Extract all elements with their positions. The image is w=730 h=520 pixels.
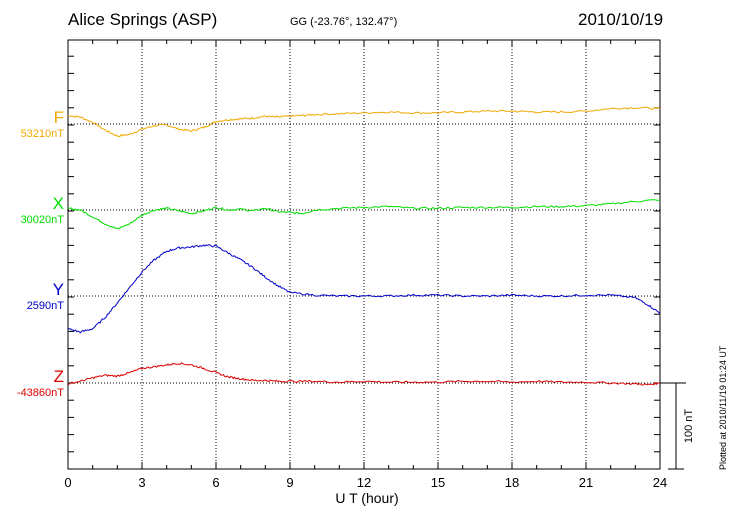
scale-bar-label: 100 nT: [683, 409, 695, 444]
x-tick-label: 18: [505, 475, 519, 490]
x-tick-label: 21: [579, 475, 593, 490]
baseline-z: -43860nT: [16, 387, 64, 399]
baseline-y: 2590nT: [26, 300, 64, 312]
x-tick-label: 9: [286, 475, 293, 490]
plotted-note: Plotted at 2010/11/19 01:24 UT: [718, 345, 728, 470]
plot-frame: [67, 39, 661, 470]
series-line-z: [67, 361, 661, 386]
x-tick-label: 12: [357, 475, 371, 490]
channel-name-y: Y: [52, 280, 64, 299]
channel-name-f: F: [53, 108, 64, 127]
series-line-y: [67, 244, 661, 334]
date-label: 2010/10/19: [578, 10, 664, 29]
channel-label-y: Y 2590nT: [0, 280, 64, 312]
channel-label-z: Z -43860nT: [0, 367, 64, 399]
x-tick-label: 3: [138, 475, 145, 490]
channel-name-z: Z: [53, 367, 64, 386]
channel-label-f: F 53210nT: [0, 108, 64, 140]
channel-label-x: X 30020nT: [0, 194, 64, 226]
coordinates-label: GG (-23.76°, 132.47°): [290, 16, 398, 28]
series-line-f: [67, 106, 661, 138]
baseline-f: 53210nT: [20, 128, 64, 140]
station-title: Alice Springs (ASP): [68, 10, 218, 29]
x-tick-label: 0: [64, 475, 71, 490]
x-tick-label: 15: [431, 475, 445, 490]
baseline-x: 30020nT: [20, 214, 64, 226]
x-tick-label: 6: [212, 475, 219, 490]
series-line-x: [67, 199, 661, 229]
x-tick-label: 24: [653, 475, 667, 490]
channel-name-x: X: [52, 194, 64, 213]
x-axis-label: U T (hour): [335, 490, 398, 506]
